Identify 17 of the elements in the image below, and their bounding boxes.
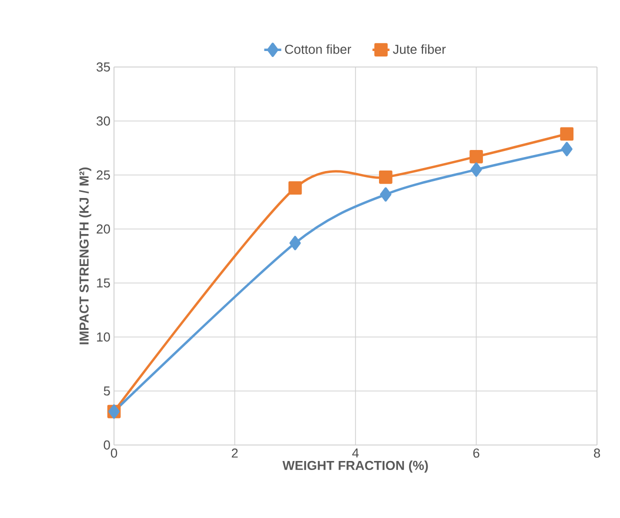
legend-label: Jute fiber [392, 44, 446, 54]
y-tick-label: 10 [97, 332, 110, 342]
x-axis-title: WEIGHT FRACTION (%) [282, 460, 428, 473]
x-tick-label: 6 [473, 448, 480, 458]
x-tick-label: 2 [232, 448, 238, 458]
y-tick-label: 20 [96, 224, 110, 234]
y-tick-label: 15 [97, 278, 110, 288]
y-tick-label: 5 [104, 386, 110, 396]
legend-label: Cotton fiber [285, 44, 352, 54]
y-axis-title: IMPACT STRENGTH (KJ / M²) [79, 168, 92, 344]
x-tick-label: 0 [110, 448, 118, 458]
y-tick-label: 30 [96, 116, 110, 126]
x-tick-label: 4 [352, 448, 359, 458]
y-tick-label: 35 [96, 62, 110, 72]
y-tick-label: 25 [96, 170, 110, 180]
y-tick-label: 0 [104, 440, 110, 450]
x-tick-label: 8 [594, 448, 600, 458]
